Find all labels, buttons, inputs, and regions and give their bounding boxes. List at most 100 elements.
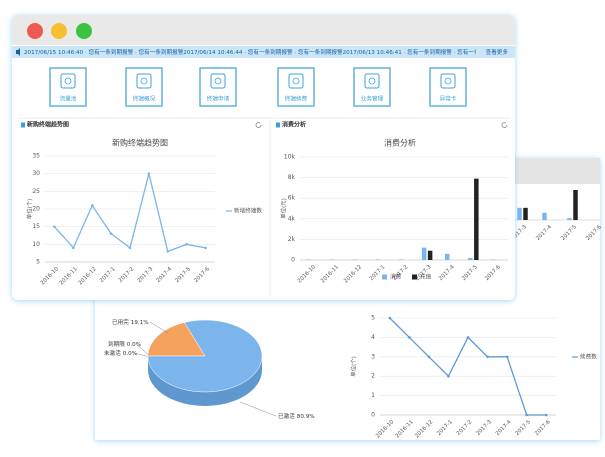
panel-marker: [21, 122, 25, 128]
pie-label: 已激活 80.9%: [278, 412, 315, 420]
bar: [523, 207, 528, 220]
refresh-icon[interactable]: [255, 122, 262, 128]
y-tick-label: 10: [32, 241, 40, 248]
y-tick-label: 4: [371, 334, 375, 341]
chart-title: 新购终端趋势图: [112, 138, 168, 148]
bar: [375, 259, 381, 260]
legend-label[interactable]: 充值: [420, 273, 432, 281]
shortcut[interactable]: 业务管理: [353, 67, 391, 107]
ticker-text: 2017/06/15 10:46:40 · 您有一条到期报警 · 您有一条到期报…: [24, 48, 480, 56]
y-tick-label: 8k: [288, 174, 296, 181]
point: [447, 374, 450, 378]
shortcut-label: 终端概况: [133, 95, 156, 103]
pie-slice: [147, 322, 206, 357]
point: [109, 232, 113, 236]
point: [525, 413, 528, 417]
slice-name: 未激活: [104, 349, 121, 357]
slice-name: 已激活: [278, 412, 295, 420]
shortcut[interactable]: 流量池: [49, 67, 87, 107]
pie-side: [148, 356, 262, 406]
y-tick-label: 2k: [288, 236, 296, 243]
bar: [329, 259, 334, 260]
slice-name: 已用完: [112, 318, 129, 326]
bar: [542, 212, 547, 220]
pie-label: 已用完 19.1%: [112, 318, 149, 326]
y-tick-label: 5: [36, 259, 40, 266]
shortcut-icon: [364, 73, 380, 89]
legend-swatch: [382, 274, 387, 280]
more-link[interactable]: 查看更多: [486, 48, 509, 56]
maximize-button[interactable]: [76, 23, 92, 39]
ticker-bar: [12, 46, 515, 58]
refresh-icon[interactable]: [501, 122, 508, 128]
leader-line: [133, 352, 151, 358]
y-tick-label: 2: [371, 373, 375, 380]
shortcut-icon: [292, 77, 300, 85]
legend-label[interactable]: 消费: [390, 273, 402, 281]
shortcut-icon: [288, 73, 304, 89]
bar: [427, 250, 433, 260]
y-tick-label: 4k: [288, 215, 296, 222]
shortcut[interactable]: 终端概况: [125, 67, 163, 107]
bar: [352, 259, 358, 260]
bar: [398, 259, 404, 260]
point: [204, 246, 207, 250]
y-axis-label: 单位(个): [350, 356, 358, 376]
shortcut-label: 流量池: [60, 95, 77, 103]
bar: [491, 259, 496, 260]
shortcut-label: 终端续费: [285, 95, 308, 103]
point: [90, 204, 94, 207]
y-tick-label: 5: [371, 315, 375, 322]
y-axis-label: 单位(个): [26, 199, 34, 219]
pie-label: 到期限 0.0%: [108, 340, 141, 348]
shortcut-icon: [140, 77, 148, 85]
pie-slice: [147, 319, 263, 393]
y-axis-label: 单位(元): [280, 198, 288, 218]
shortcut-icon: [136, 73, 152, 89]
point: [72, 246, 75, 250]
bar: [306, 259, 311, 260]
y-tick-label: 0: [371, 412, 375, 419]
legend-label[interactable]: 续费数: [580, 353, 597, 361]
y-tick-label: 6k: [288, 195, 296, 202]
panel-title: 新购终端趋势图: [27, 121, 69, 129]
slice-value: 0.0%: [123, 351, 137, 357]
y-tick-label: 35: [32, 153, 40, 160]
point: [128, 246, 132, 250]
y-tick-label: 10k: [284, 154, 296, 161]
shortcut-label: 业务管理: [361, 95, 384, 103]
slice-name: 到期限: [108, 340, 125, 348]
shortcut[interactable]: 终端续费: [277, 67, 315, 107]
leader-line: [135, 343, 151, 357]
point: [185, 243, 188, 246]
point: [388, 316, 392, 320]
shortcut-icon: [210, 73, 226, 89]
chart-title: 消费分析: [384, 138, 416, 148]
shortcut-label: 异常卡: [440, 95, 457, 103]
title-bar: [12, 15, 515, 45]
point: [505, 355, 509, 359]
point: [544, 413, 548, 417]
shortcut-label: 终端申请: [207, 95, 230, 103]
minimize-button[interactable]: [51, 23, 67, 39]
shortcut[interactable]: 异常卡: [429, 67, 467, 107]
panel-marker: [276, 122, 280, 128]
shortcut-icon: [368, 77, 376, 85]
legend-swatch: [412, 274, 417, 280]
shortcut-icon: [64, 77, 72, 85]
panel-title: 消费分析: [282, 121, 306, 129]
pie-label: 未激活 0.0%: [104, 349, 137, 357]
bar: [517, 207, 522, 220]
close-button[interactable]: [27, 23, 43, 39]
shortcut-icon: [440, 73, 456, 89]
legend-label[interactable]: 新增终端数: [234, 207, 262, 215]
leader-line: [239, 401, 277, 417]
shortcut-icon: [60, 73, 76, 89]
bar: [573, 189, 578, 220]
shortcut[interactable]: 终端申请: [199, 67, 237, 107]
slice-value: 19.1%: [131, 320, 149, 326]
y-tick-label: 20: [32, 206, 40, 213]
bar: [567, 218, 572, 220]
